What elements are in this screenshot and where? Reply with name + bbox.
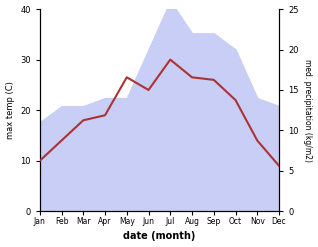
X-axis label: date (month): date (month)	[123, 231, 196, 242]
Y-axis label: med. precipitation (kg/m2): med. precipitation (kg/m2)	[303, 59, 313, 162]
Y-axis label: max temp (C): max temp (C)	[5, 81, 15, 139]
